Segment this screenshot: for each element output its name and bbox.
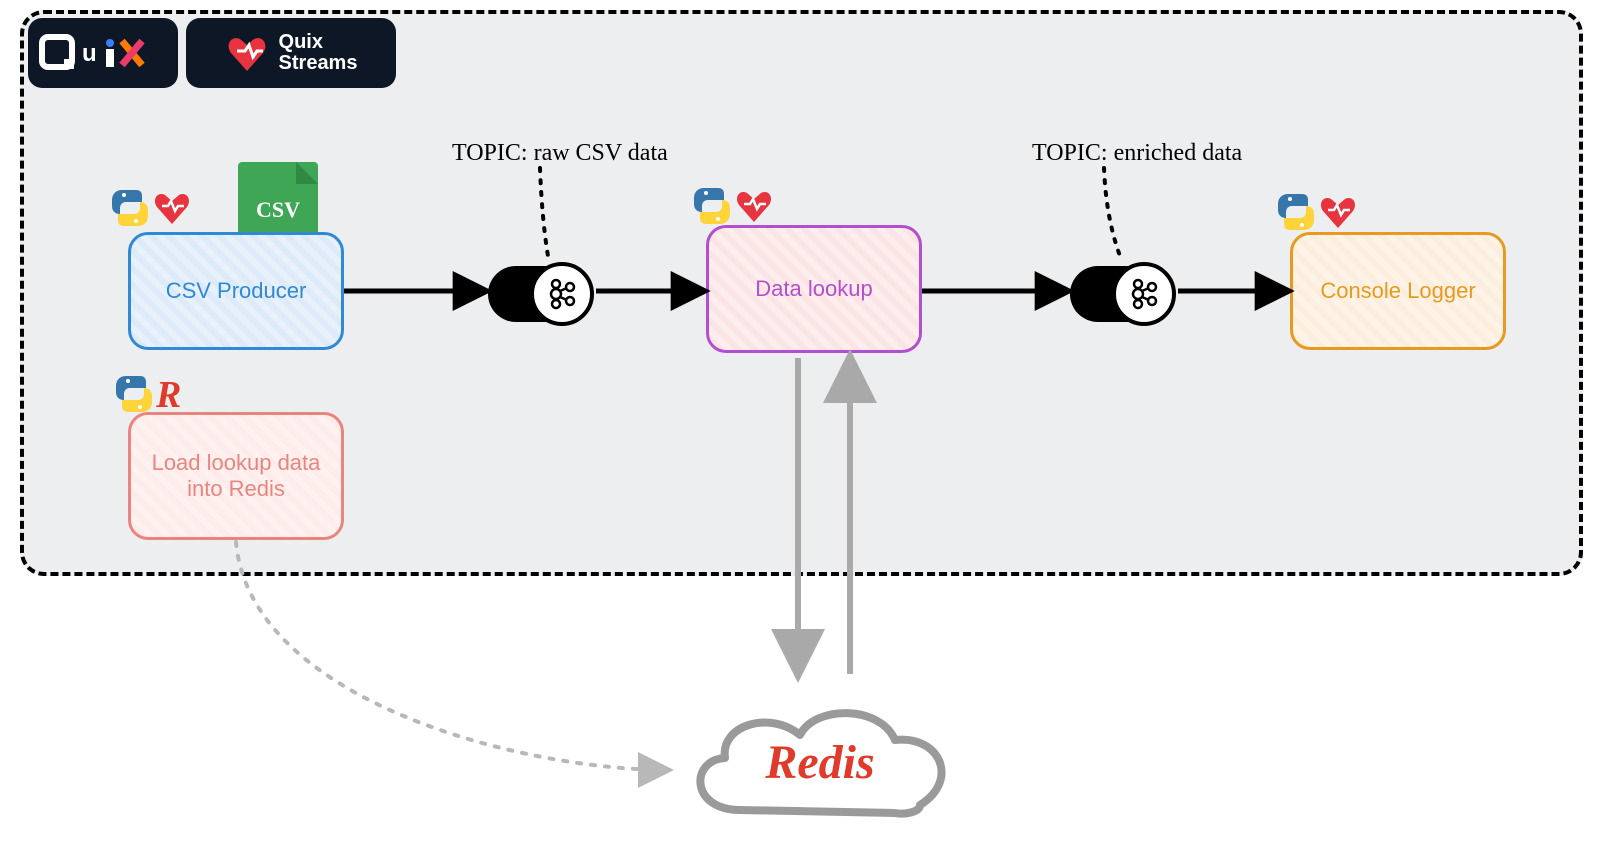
- console-logger-node: Console Logger: [1290, 232, 1506, 350]
- python-icon: [110, 188, 150, 228]
- python-icon: [1276, 192, 1316, 232]
- console-logger-icons: [1276, 192, 1358, 232]
- data-lookup-node: Data lookup: [706, 225, 922, 353]
- quix-logo: u: [28, 18, 178, 88]
- load-lookup-node: Load lookup data into Redis: [128, 412, 344, 540]
- console-logger-label: Console Logger: [1320, 278, 1475, 304]
- data-lookup-label: Data lookup: [755, 276, 872, 302]
- data-lookup-icons: [692, 186, 774, 226]
- streams-label-2: Streams: [279, 53, 358, 74]
- python-icon: [114, 374, 154, 414]
- kafka-icon: [530, 262, 594, 326]
- topic-raw-label: TOPIC: raw CSV data: [452, 140, 668, 167]
- heart-icon: [1318, 192, 1358, 232]
- redis-r-icon: R: [156, 376, 181, 414]
- kafka-topic-enriched: [1070, 262, 1176, 326]
- heart-icon: [225, 31, 269, 75]
- svg-text:u: u: [82, 40, 97, 67]
- python-icon: [692, 186, 732, 226]
- quix-streams-logo: Quix Streams: [186, 18, 396, 88]
- load-lookup-label: Load lookup data into Redis: [139, 450, 333, 502]
- heart-icon: [734, 186, 774, 226]
- quix-logo-icon: u: [38, 31, 168, 75]
- csv-producer-label: CSV Producer: [166, 278, 307, 304]
- redis-cloud: Redis: [670, 680, 970, 845]
- load-lookup-icons: R: [114, 374, 181, 414]
- topic-enriched-label: TOPIC: enriched data: [1032, 140, 1242, 167]
- csv-producer-icons: [110, 188, 192, 228]
- csv-producer-node: CSV Producer: [128, 232, 344, 350]
- kafka-topic-raw: [488, 262, 594, 326]
- heart-icon: [152, 188, 192, 228]
- streams-label-1: Quix: [279, 32, 358, 53]
- diagram-canvas: u Quix Streams CSV R CSV: [0, 0, 1600, 843]
- kafka-icon: [1112, 262, 1176, 326]
- redis-label: Redis: [670, 735, 970, 790]
